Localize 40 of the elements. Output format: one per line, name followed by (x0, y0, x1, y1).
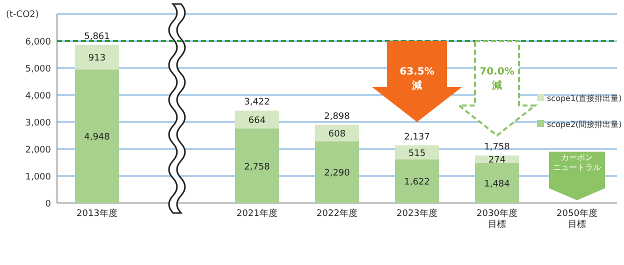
annotation: 70.0%減 (480, 66, 514, 92)
y-tick-label: 0 (45, 200, 52, 210)
y-tick-label: 4,000 (25, 92, 52, 102)
bar (235, 110, 279, 129)
x-tick-label: 2023年度 (396, 208, 438, 219)
x-tick-label: 2022年度 (316, 208, 358, 219)
y-axis-title: (t-CO2) (6, 10, 39, 20)
bar (315, 141, 359, 203)
data-label: 1,484 (484, 179, 510, 190)
data-label: 608 (328, 129, 346, 140)
data-label: 2,290 (324, 168, 350, 179)
bar (75, 44, 119, 70)
x-tick-label: 2013年度 (76, 208, 118, 219)
data-label: 2,758 (244, 162, 270, 172)
bar (75, 69, 119, 203)
total-label: 2,898 (324, 112, 350, 122)
annotation: 63.5%減 (400, 66, 434, 92)
legend-label: scope1(直接排出量) (547, 94, 622, 103)
total-label: 3,422 (244, 98, 270, 108)
y-tick-label: 2,000 (25, 146, 52, 156)
x-tick-label: 2021年度 (236, 208, 278, 219)
bar (235, 128, 279, 203)
data-label: 4,948 (84, 132, 110, 143)
data-label: 515 (408, 148, 426, 159)
total-label: 2,137 (404, 132, 430, 142)
data-label: 664 (248, 116, 266, 126)
x-tick-label: 2030年度目標 (476, 208, 518, 230)
annotation: カーボンニュートラル (553, 153, 601, 172)
legend-label: scope2(間接排出量) (547, 120, 622, 129)
y-tick-label: 3,000 (25, 118, 52, 128)
y-tick-label: 1,000 (25, 172, 52, 182)
y-tick-label: 6,000 (25, 38, 52, 48)
y-tick-label: 5,000 (25, 64, 52, 74)
total-label: 5,861 (84, 32, 110, 42)
data-label: 274 (488, 156, 506, 166)
data-label: 1,622 (404, 178, 430, 188)
bar (475, 162, 519, 203)
data-label: 913 (88, 54, 106, 64)
x-tick-label: 2050年度目標 (556, 208, 598, 230)
bar (395, 159, 439, 203)
